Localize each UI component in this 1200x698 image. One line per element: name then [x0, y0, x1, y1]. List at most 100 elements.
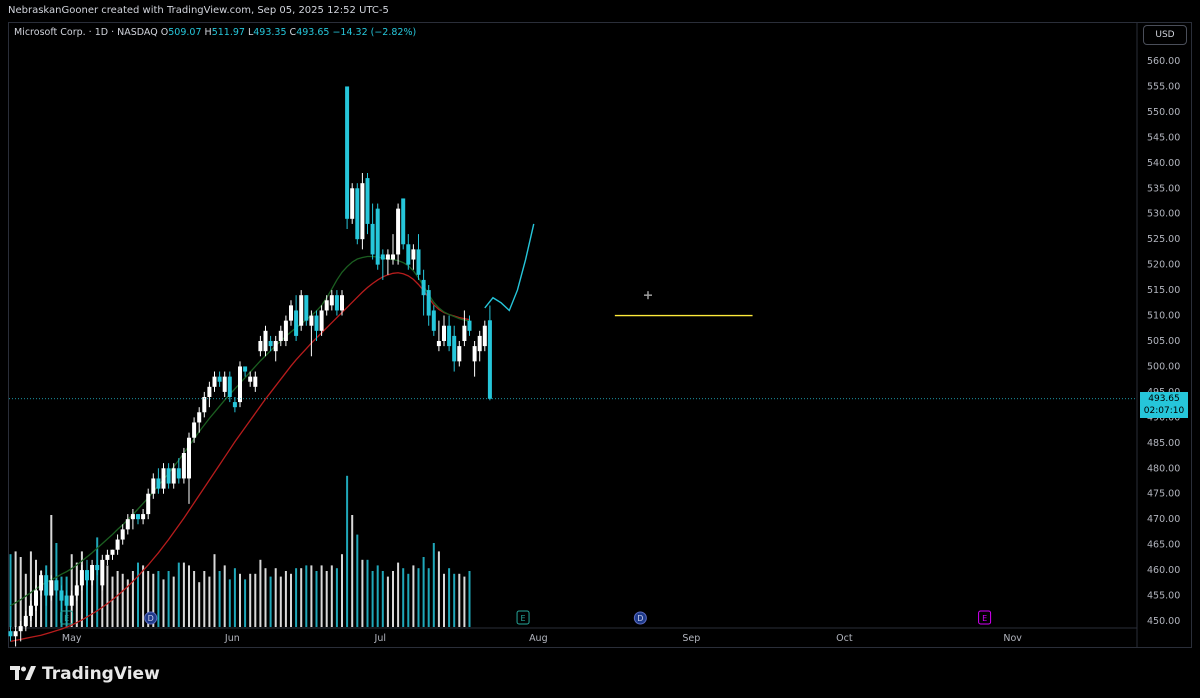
- candle-body: [477, 335, 482, 352]
- candle-body: [64, 595, 69, 606]
- candle-body: [34, 590, 38, 606]
- dividend-marker: [144, 611, 158, 625]
- candle-body: [294, 310, 299, 336]
- volume-bar: [254, 573, 257, 627]
- x-tick-label: Aug: [529, 633, 548, 644]
- volume-bar: [295, 568, 298, 627]
- volume-bar: [19, 557, 22, 627]
- ma-slow-line: [10, 272, 470, 643]
- volume-bar: [381, 571, 384, 627]
- tradingview-logo-icon: [10, 666, 36, 682]
- candle-body: [447, 325, 452, 347]
- volume-bar: [50, 515, 53, 627]
- candle-body: [125, 519, 130, 530]
- candle-body: [120, 529, 125, 540]
- earnings-marker-letter: E: [521, 614, 526, 623]
- candle-body: [227, 376, 232, 397]
- candle-body: [232, 402, 237, 408]
- volume-bar: [101, 568, 104, 627]
- ma-fast-line: [10, 255, 470, 607]
- chart-frame: [8, 22, 1192, 648]
- candle-body: [355, 188, 360, 240]
- volume-bar: [448, 568, 451, 627]
- volume-bar: [376, 565, 379, 627]
- volume-bar: [366, 559, 369, 627]
- volume-bar: [371, 571, 374, 627]
- candle-body: [146, 493, 151, 515]
- candle-body: [406, 244, 411, 265]
- candle-body: [416, 249, 421, 275]
- volume-bar: [131, 571, 134, 627]
- candle-body: [176, 468, 181, 479]
- y-tick-label: 540.00: [1147, 158, 1180, 169]
- volume-bar: [274, 568, 277, 627]
- candle-body: [171, 468, 176, 484]
- volume-bar: [361, 559, 364, 627]
- candle-body: [283, 320, 288, 341]
- volume-bar: [29, 551, 32, 627]
- candle-body: [396, 208, 401, 255]
- candle-body: [324, 300, 329, 311]
- y-tick-label: 510.00: [1147, 311, 1180, 322]
- candle-body: [253, 376, 258, 387]
- countdown-value: 02:07:10: [1143, 406, 1185, 416]
- volume-bar: [356, 534, 359, 627]
- volume-bar: [147, 571, 150, 627]
- candle-body: [309, 315, 314, 326]
- dividend-marker: [633, 611, 647, 625]
- volume-bar: [213, 554, 216, 627]
- branding[interactable]: TradingView: [10, 664, 160, 684]
- candle-body: [329, 295, 334, 306]
- volume-bar: [203, 571, 206, 627]
- earnings-marker-letter: E: [64, 614, 69, 623]
- y-tick-label: 515.00: [1147, 285, 1180, 296]
- candle-body: [426, 290, 431, 316]
- currency-button[interactable]: USD: [1143, 25, 1187, 45]
- candle-body: [411, 249, 416, 260]
- candle-body: [202, 397, 207, 413]
- candle-body: [136, 514, 140, 520]
- volume-bar: [330, 565, 333, 627]
- volume-bar: [96, 537, 99, 627]
- candle-body: [319, 310, 324, 331]
- candle-body: [95, 565, 100, 571]
- volume-bar: [279, 576, 282, 627]
- candle-body: [197, 412, 202, 423]
- volume-bar: [290, 573, 292, 627]
- volume-bar: [315, 571, 318, 627]
- candle-body: [467, 320, 472, 331]
- candle-body: [8, 631, 13, 637]
- candle-body: [151, 478, 156, 494]
- candle-body: [391, 254, 395, 260]
- volume-bar: [432, 543, 435, 627]
- candle-body: [212, 376, 217, 387]
- y-tick-label: 550.00: [1147, 107, 1180, 118]
- volume-bar: [453, 573, 456, 627]
- candle-body: [141, 514, 146, 520]
- volume-bar: [177, 562, 180, 627]
- candle-body: [345, 86, 350, 219]
- attribution-bar: NebraskanGooner created with TradingView…: [0, 0, 1200, 22]
- candle-body: [156, 478, 161, 489]
- candle-body: [314, 315, 319, 331]
- low-value: 493.35: [253, 27, 287, 38]
- close-label: C: [289, 27, 297, 38]
- volume-bar: [9, 554, 12, 627]
- candle-body: [304, 295, 309, 321]
- candle-body: [268, 341, 273, 347]
- candle-body: [18, 626, 23, 632]
- y-tick-label: 475.00: [1147, 489, 1180, 500]
- candle-body: [79, 570, 84, 586]
- open-label: O: [160, 27, 169, 38]
- candle-body: [187, 437, 191, 479]
- volume-bar: [310, 565, 313, 627]
- candle-body: [278, 330, 283, 341]
- volume-bar: [341, 554, 343, 627]
- candle-body: [207, 386, 212, 397]
- volume-bar: [392, 571, 394, 627]
- candle-body: [44, 575, 49, 596]
- x-tick-label: Nov: [1003, 633, 1022, 644]
- candle-body: [105, 554, 110, 560]
- future-earnings-marker-letter: E: [982, 614, 987, 623]
